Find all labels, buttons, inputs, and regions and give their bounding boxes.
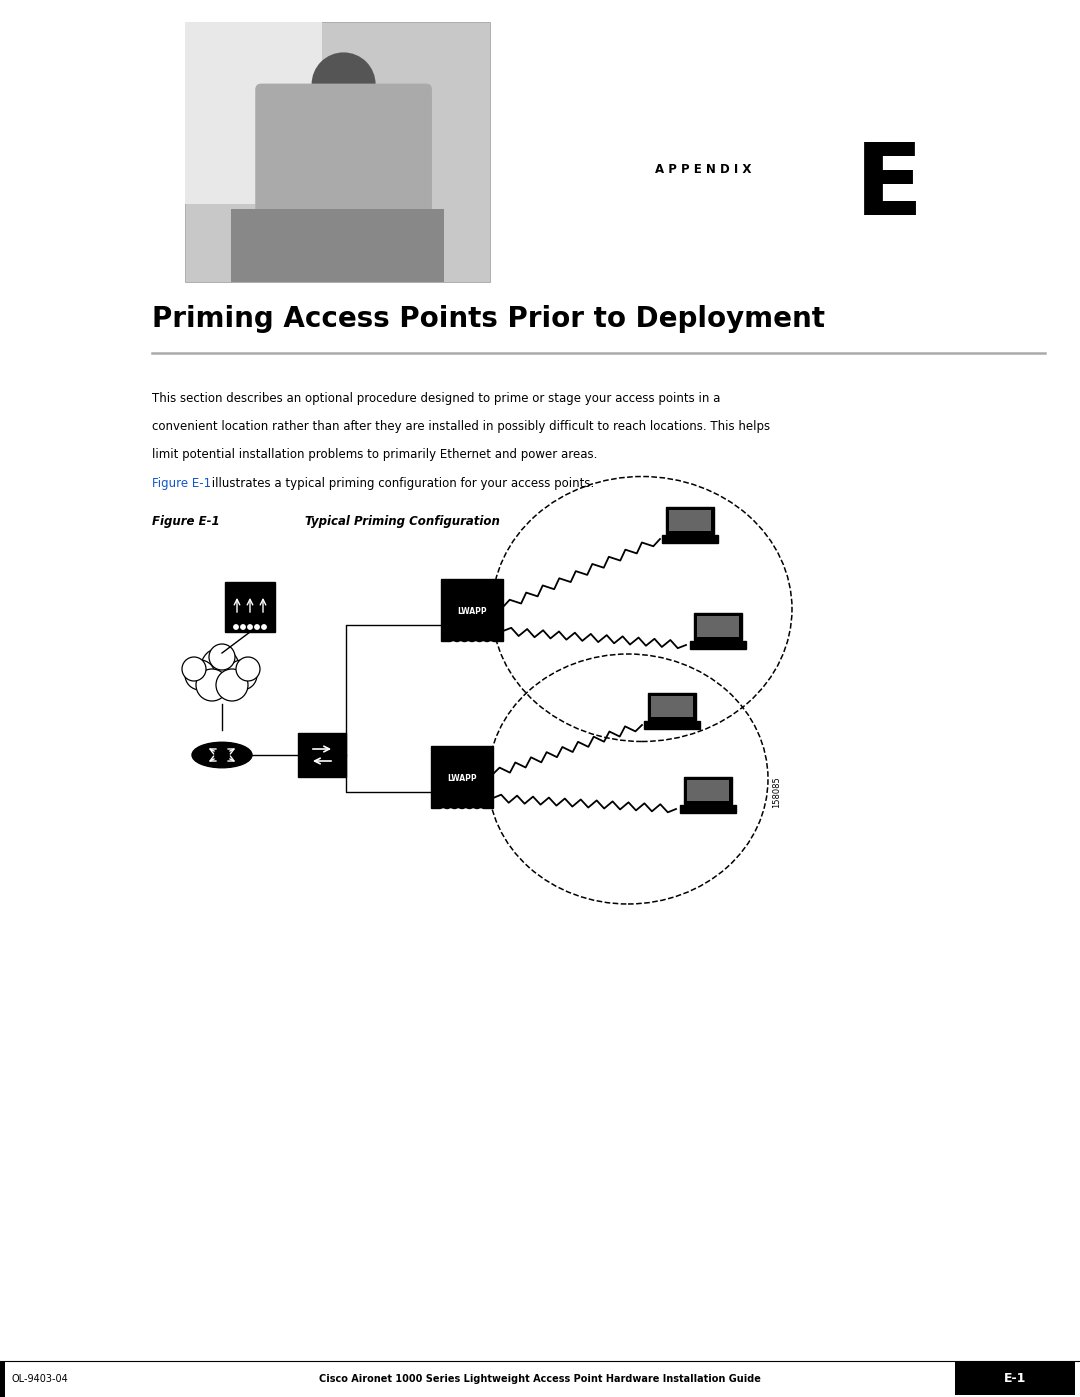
Text: limit potential installation problems to primarily Ethernet and power areas.: limit potential installation problems to… <box>152 448 597 461</box>
FancyBboxPatch shape <box>231 210 444 282</box>
Circle shape <box>261 624 266 629</box>
FancyBboxPatch shape <box>644 721 700 728</box>
Circle shape <box>210 644 235 671</box>
FancyBboxPatch shape <box>185 22 490 282</box>
Circle shape <box>312 53 376 116</box>
FancyBboxPatch shape <box>955 1361 1075 1396</box>
Circle shape <box>237 657 260 680</box>
Circle shape <box>458 643 463 648</box>
Text: This section describes an optional procedure designed to prime or stage your acc: This section describes an optional proce… <box>152 393 720 405</box>
Circle shape <box>233 624 239 629</box>
Circle shape <box>201 648 239 686</box>
Text: illustrates a typical priming configuration for your access points.: illustrates a typical priming configurat… <box>208 476 594 490</box>
Text: OL-9403-04: OL-9403-04 <box>12 1375 69 1384</box>
Text: LWAPP: LWAPP <box>457 606 487 616</box>
Circle shape <box>465 643 471 648</box>
Circle shape <box>195 669 228 701</box>
Circle shape <box>450 643 456 648</box>
Circle shape <box>441 809 446 814</box>
FancyBboxPatch shape <box>648 693 696 721</box>
Text: 158085: 158085 <box>772 777 781 807</box>
Text: A P P E N D I X: A P P E N D I X <box>654 162 752 176</box>
FancyBboxPatch shape <box>690 641 746 648</box>
Text: LWAPP: LWAPP <box>447 774 476 782</box>
Text: Figure E-1: Figure E-1 <box>152 476 211 490</box>
FancyBboxPatch shape <box>670 510 711 531</box>
Ellipse shape <box>192 742 252 768</box>
FancyBboxPatch shape <box>225 583 275 631</box>
FancyBboxPatch shape <box>651 696 692 718</box>
Circle shape <box>183 657 206 680</box>
FancyBboxPatch shape <box>694 613 742 640</box>
Text: Typical Priming Configuration: Typical Priming Configuration <box>305 515 500 528</box>
Text: Priming Access Points Prior to Deployment: Priming Access Points Prior to Deploymen… <box>152 305 825 332</box>
FancyBboxPatch shape <box>255 84 432 231</box>
Circle shape <box>255 624 259 629</box>
Circle shape <box>216 669 248 701</box>
Circle shape <box>481 643 486 648</box>
Circle shape <box>463 809 469 814</box>
FancyBboxPatch shape <box>0 1361 4 1397</box>
FancyBboxPatch shape <box>298 733 346 777</box>
Circle shape <box>247 624 253 629</box>
Text: Cisco Aironet 1000 Series Lightweight Access Point Hardware Installation Guide: Cisco Aironet 1000 Series Lightweight Ac… <box>319 1375 761 1384</box>
Text: Figure E-1: Figure E-1 <box>152 515 219 528</box>
Circle shape <box>478 809 484 814</box>
Text: E: E <box>855 138 923 236</box>
Text: E-1: E-1 <box>1003 1372 1026 1386</box>
Text: convenient location rather than after they are installed in possibly difficult t: convenient location rather than after th… <box>152 420 770 433</box>
Circle shape <box>448 809 454 814</box>
Circle shape <box>456 809 461 814</box>
Circle shape <box>241 624 245 629</box>
FancyBboxPatch shape <box>185 22 322 204</box>
Circle shape <box>488 643 494 648</box>
FancyBboxPatch shape <box>687 780 729 802</box>
FancyBboxPatch shape <box>685 777 732 805</box>
FancyBboxPatch shape <box>431 746 492 807</box>
Circle shape <box>473 643 478 648</box>
FancyBboxPatch shape <box>666 507 714 535</box>
FancyBboxPatch shape <box>662 535 718 542</box>
FancyBboxPatch shape <box>441 578 503 640</box>
FancyBboxPatch shape <box>698 616 739 637</box>
Circle shape <box>185 659 215 690</box>
Circle shape <box>227 659 257 690</box>
FancyBboxPatch shape <box>680 806 735 813</box>
Circle shape <box>471 809 476 814</box>
